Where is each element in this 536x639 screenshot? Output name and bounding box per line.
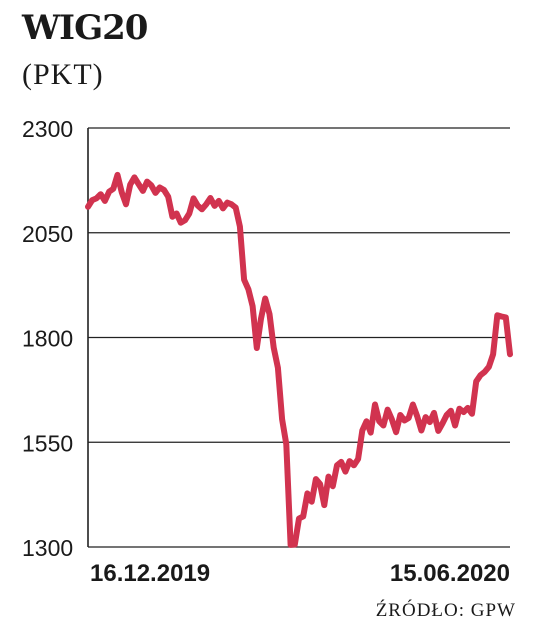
unit-label: (PKT)	[22, 58, 104, 91]
x-tick-label-end: 15.06.2020	[390, 560, 510, 587]
y-tick-label: 1800	[22, 326, 73, 352]
y-tick-label: 2300	[22, 116, 73, 142]
y-tick-label: 2050	[22, 221, 73, 247]
source-label: ŹRÓDŁO: GPW	[375, 600, 516, 621]
y-tick-label: 1550	[22, 430, 73, 456]
chart-title: WIG20	[22, 8, 148, 48]
x-tick-label-start: 16.12.2019	[90, 560, 210, 587]
y-tick-label: 1300	[22, 535, 73, 561]
series-line	[85, 171, 513, 548]
